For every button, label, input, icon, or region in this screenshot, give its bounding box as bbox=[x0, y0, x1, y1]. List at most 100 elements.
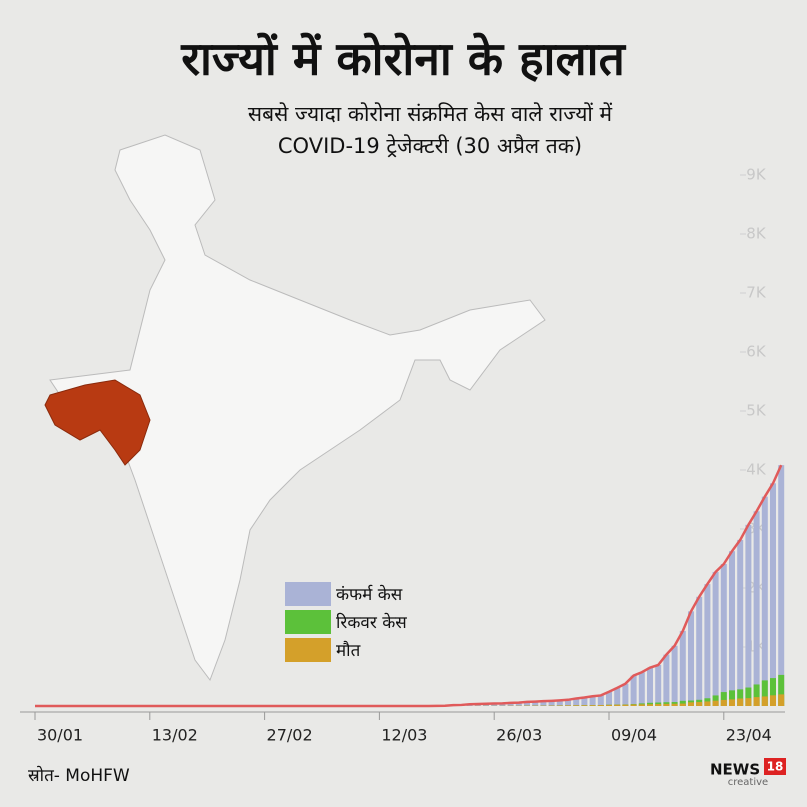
bar bbox=[597, 695, 604, 706]
x-tick-label: 30/01 bbox=[37, 726, 83, 745]
bar bbox=[745, 698, 752, 706]
bar bbox=[524, 701, 530, 706]
gujarat bbox=[44, 379, 151, 466]
bar bbox=[737, 698, 744, 706]
bar bbox=[770, 678, 776, 706]
x-tick-label: 23/04 bbox=[726, 726, 772, 745]
logo-text: NEWS bbox=[710, 761, 760, 779]
chart-title: राज्यों में कोरोना के हालात bbox=[180, 32, 626, 86]
bar bbox=[770, 483, 776, 706]
legend-label: कंफर्म केस bbox=[336, 584, 403, 605]
legend-label: मौत bbox=[336, 640, 361, 661]
trend-line bbox=[35, 464, 783, 708]
bar bbox=[565, 705, 571, 706]
y-tick-label: 7K bbox=[746, 284, 767, 302]
bar bbox=[573, 698, 580, 706]
bar bbox=[745, 687, 752, 706]
y-tick-label: 9K bbox=[746, 166, 767, 184]
bar bbox=[655, 704, 662, 706]
y-tick-label: 8K bbox=[746, 225, 767, 243]
bar bbox=[622, 683, 629, 706]
subtitle: सबसे ज्यादा कोरोना संक्रमित केस वाले राज… bbox=[248, 102, 613, 126]
subtitle: COVID-19 ट्रेजेक्टरी (30 अप्रैल तक) bbox=[278, 134, 582, 158]
logo: NEWS 18 creative bbox=[710, 758, 786, 788]
india-map bbox=[44, 134, 546, 682]
bar bbox=[753, 684, 760, 706]
bar bbox=[704, 584, 711, 706]
bar bbox=[778, 694, 785, 706]
bar bbox=[614, 687, 621, 706]
x-tick-label: 26/03 bbox=[496, 726, 542, 745]
legend-swatch bbox=[285, 582, 331, 606]
bar bbox=[679, 630, 686, 706]
bar bbox=[638, 672, 645, 706]
bar bbox=[507, 702, 514, 706]
bar bbox=[688, 702, 694, 706]
bar bbox=[630, 675, 637, 706]
bar bbox=[548, 700, 555, 706]
legend-swatch bbox=[285, 638, 331, 662]
x-tick-label: 27/02 bbox=[267, 726, 313, 745]
bar bbox=[712, 571, 719, 706]
bar bbox=[720, 692, 727, 706]
bar bbox=[638, 704, 645, 706]
bar bbox=[729, 690, 735, 706]
bar bbox=[597, 705, 604, 706]
y-tick-label: 4K bbox=[746, 461, 767, 479]
bar bbox=[515, 702, 522, 706]
bar bbox=[737, 689, 744, 706]
bar bbox=[753, 697, 760, 706]
bar bbox=[573, 705, 580, 706]
bar bbox=[761, 680, 768, 706]
source: स्रोत- MoHFW bbox=[28, 765, 130, 786]
bar bbox=[679, 700, 686, 706]
y-tick-label: 6K bbox=[746, 343, 767, 361]
bar bbox=[770, 695, 776, 706]
bar bbox=[737, 539, 744, 706]
logo-badge bbox=[764, 758, 786, 775]
x-tick-label: 09/04 bbox=[611, 726, 657, 745]
bar bbox=[565, 699, 571, 706]
x-tick-label: 12/03 bbox=[381, 726, 427, 745]
bar bbox=[778, 465, 785, 706]
bar bbox=[671, 703, 678, 706]
country-outline bbox=[49, 134, 546, 682]
bar bbox=[671, 645, 678, 706]
bar bbox=[696, 596, 703, 706]
logo-sub: creative bbox=[728, 777, 768, 788]
bar bbox=[532, 701, 539, 706]
bar bbox=[720, 563, 727, 706]
bar bbox=[589, 696, 596, 706]
legend-label: रिकवर केस bbox=[336, 612, 407, 633]
bar bbox=[491, 703, 498, 706]
bar bbox=[761, 696, 768, 706]
bar bbox=[499, 703, 506, 706]
x-tick-label: 13/02 bbox=[152, 726, 198, 745]
bar bbox=[589, 705, 596, 706]
bar bbox=[663, 654, 670, 706]
bar bbox=[647, 667, 653, 706]
bar bbox=[753, 511, 760, 706]
bar bbox=[614, 704, 621, 706]
bar bbox=[729, 699, 735, 706]
bar bbox=[720, 699, 727, 706]
bar bbox=[745, 524, 752, 706]
bar bbox=[556, 700, 563, 706]
bar bbox=[688, 611, 694, 706]
bar bbox=[761, 496, 768, 706]
bar bbox=[581, 705, 588, 706]
bar bbox=[704, 701, 711, 706]
bar bbox=[712, 700, 719, 706]
logo-number: 18 bbox=[767, 760, 784, 774]
bar bbox=[778, 674, 785, 706]
bar bbox=[540, 701, 547, 706]
bar bbox=[663, 703, 670, 706]
y-tick-label: 5K bbox=[746, 402, 767, 420]
bar bbox=[606, 691, 612, 706]
bar bbox=[679, 703, 686, 706]
bar bbox=[581, 697, 588, 706]
bar bbox=[696, 702, 703, 706]
bar bbox=[622, 704, 629, 706]
legend-swatch bbox=[285, 610, 331, 634]
